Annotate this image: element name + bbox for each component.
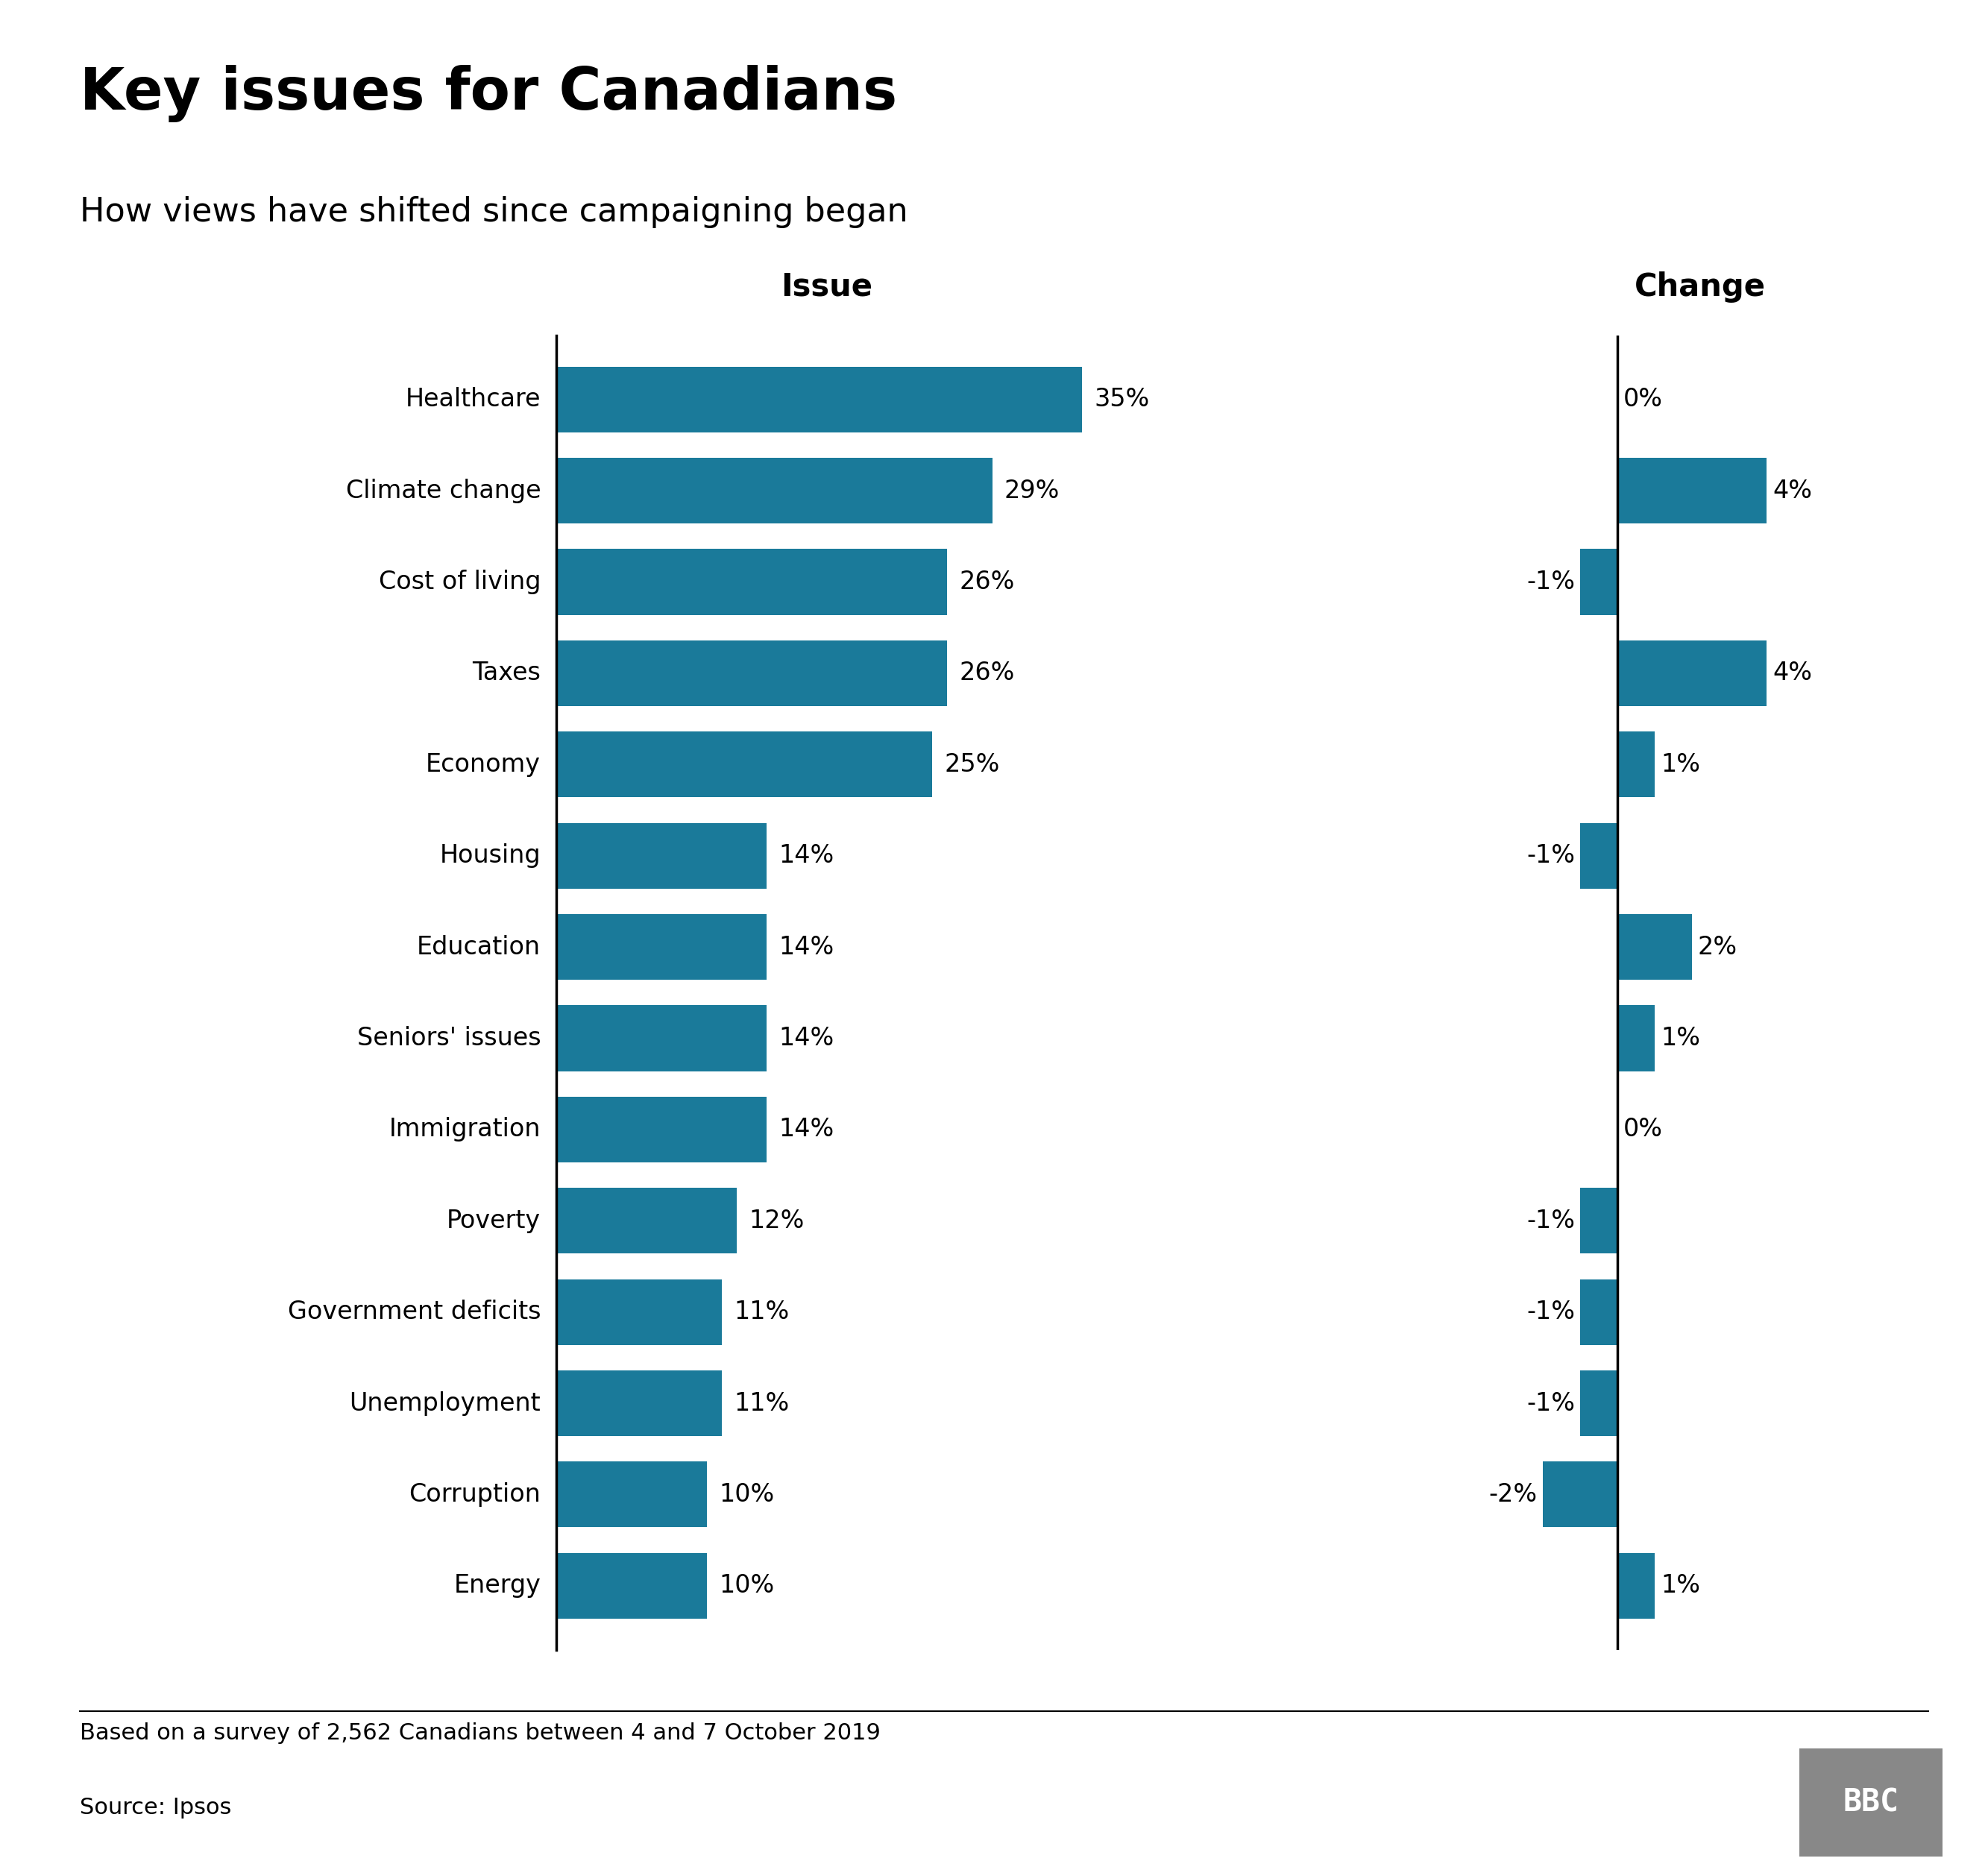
Text: -1%: -1% xyxy=(1527,570,1574,595)
Bar xyxy=(557,1005,767,1072)
Bar xyxy=(1580,1187,1618,1254)
Text: 14%: 14% xyxy=(779,1025,835,1051)
Text: Government deficits: Government deficits xyxy=(288,1299,541,1323)
Bar xyxy=(1618,641,1767,706)
Text: Taxes: Taxes xyxy=(473,662,541,686)
Bar xyxy=(1618,1005,1656,1072)
Bar xyxy=(557,1187,738,1254)
Bar xyxy=(557,1370,722,1435)
Text: -1%: -1% xyxy=(1527,843,1574,869)
Text: Healthcare: Healthcare xyxy=(406,388,541,412)
Bar xyxy=(1580,550,1618,615)
Bar xyxy=(557,1461,708,1527)
Text: 26%: 26% xyxy=(958,662,1014,686)
Bar xyxy=(1543,1461,1618,1527)
Text: 0%: 0% xyxy=(1624,388,1662,412)
Bar xyxy=(1618,459,1767,524)
Bar xyxy=(557,1553,708,1618)
Text: 11%: 11% xyxy=(734,1391,789,1415)
Bar xyxy=(1580,1370,1618,1435)
Text: Issue: Issue xyxy=(781,272,873,302)
Text: 14%: 14% xyxy=(779,934,835,960)
Text: Based on a survey of 2,562 Canadians between 4 and 7 October 2019: Based on a survey of 2,562 Canadians bet… xyxy=(80,1722,881,1745)
Text: 1%: 1% xyxy=(1660,1573,1700,1597)
Text: BBC: BBC xyxy=(1843,1788,1899,1817)
Text: Cost of living: Cost of living xyxy=(378,570,541,595)
Text: Immigration: Immigration xyxy=(390,1117,541,1143)
Bar xyxy=(1580,822,1618,889)
Text: Unemployment: Unemployment xyxy=(350,1391,541,1415)
Bar xyxy=(557,367,1081,432)
Bar xyxy=(557,731,932,798)
Text: Poverty: Poverty xyxy=(447,1208,541,1232)
Bar xyxy=(557,641,946,706)
Text: 1%: 1% xyxy=(1660,753,1700,777)
Bar xyxy=(1618,913,1692,980)
Text: Economy: Economy xyxy=(425,753,541,777)
Text: -1%: -1% xyxy=(1527,1299,1574,1323)
Bar xyxy=(557,1096,767,1163)
Text: Source: Ipsos: Source: Ipsos xyxy=(80,1797,231,1819)
Text: 35%: 35% xyxy=(1093,388,1149,412)
Text: 4%: 4% xyxy=(1773,479,1811,503)
Text: 26%: 26% xyxy=(958,570,1014,595)
Text: Housing: Housing xyxy=(439,843,541,869)
Text: 4%: 4% xyxy=(1773,662,1811,686)
Bar xyxy=(1618,1553,1656,1618)
Bar xyxy=(557,822,767,889)
Bar xyxy=(1580,1279,1618,1344)
Bar xyxy=(557,550,946,615)
Text: 12%: 12% xyxy=(749,1208,805,1232)
Text: Change: Change xyxy=(1634,272,1765,302)
Text: 10%: 10% xyxy=(720,1573,773,1597)
Text: How views have shifted since campaigning began: How views have shifted since campaigning… xyxy=(80,196,909,227)
Text: 11%: 11% xyxy=(734,1299,789,1323)
Bar xyxy=(557,913,767,980)
Text: Key issues for Canadians: Key issues for Canadians xyxy=(80,65,897,123)
Text: 14%: 14% xyxy=(779,1117,835,1143)
Text: -1%: -1% xyxy=(1527,1208,1574,1232)
Bar xyxy=(557,459,992,524)
Text: -1%: -1% xyxy=(1527,1391,1574,1415)
Text: 2%: 2% xyxy=(1698,934,1738,960)
Text: Corruption: Corruption xyxy=(410,1482,541,1506)
Text: Education: Education xyxy=(417,934,541,960)
Text: 10%: 10% xyxy=(720,1482,773,1506)
Bar xyxy=(557,1279,722,1344)
Text: Climate change: Climate change xyxy=(346,479,541,503)
Text: -2%: -2% xyxy=(1489,1482,1537,1506)
Text: 1%: 1% xyxy=(1660,1025,1700,1051)
Text: 14%: 14% xyxy=(779,843,835,869)
Text: 0%: 0% xyxy=(1624,1117,1662,1143)
Text: 29%: 29% xyxy=(1004,479,1060,503)
Text: Energy: Energy xyxy=(453,1573,541,1597)
Text: Seniors' issues: Seniors' issues xyxy=(356,1025,541,1051)
Bar xyxy=(1618,731,1656,798)
Text: 25%: 25% xyxy=(944,753,1000,777)
